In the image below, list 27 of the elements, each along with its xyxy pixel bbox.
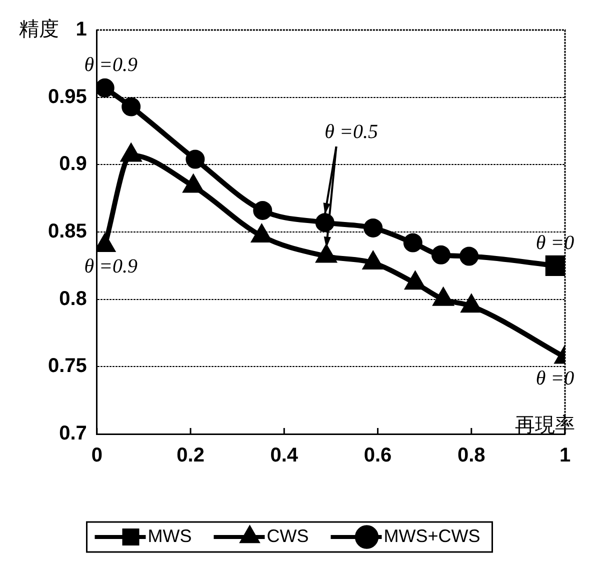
x-tick-label: 0.4 bbox=[270, 444, 299, 467]
annotation: θ =0 bbox=[536, 232, 574, 254]
legend-label: CWS bbox=[266, 526, 309, 546]
legend-label: MWS bbox=[148, 526, 192, 546]
y-tick-label: 0.95 bbox=[48, 86, 87, 108]
x-tick-label: 1 bbox=[559, 444, 571, 467]
point bbox=[364, 218, 383, 238]
y-tick-label: 0.9 bbox=[59, 153, 87, 176]
y-tick-label: 0.85 bbox=[48, 220, 87, 243]
x-tick-label: 0.2 bbox=[176, 444, 204, 467]
point bbox=[122, 97, 141, 116]
y-tick-label: 0.75 bbox=[48, 355, 87, 378]
point bbox=[253, 200, 272, 220]
x-tick-label: 0.8 bbox=[457, 444, 486, 467]
point bbox=[96, 78, 114, 98]
y-axis-title: 精度 bbox=[18, 18, 59, 41]
annotation: θ =0 bbox=[536, 367, 574, 390]
annotation: θ =0.9 bbox=[84, 256, 138, 278]
legend-label: MWS+CWS bbox=[384, 526, 480, 546]
annotation: θ =0.9 bbox=[84, 54, 138, 76]
point bbox=[186, 150, 205, 169]
x-tick-label: 0.6 bbox=[364, 444, 392, 467]
annotation: θ =0.5 bbox=[324, 120, 378, 143]
y-tick-label: 0.8 bbox=[59, 288, 87, 310]
y-tick-label: 0.7 bbox=[59, 422, 87, 445]
x-tick-label: 0 bbox=[91, 444, 102, 467]
y-tick-label: 1 bbox=[76, 18, 87, 41]
